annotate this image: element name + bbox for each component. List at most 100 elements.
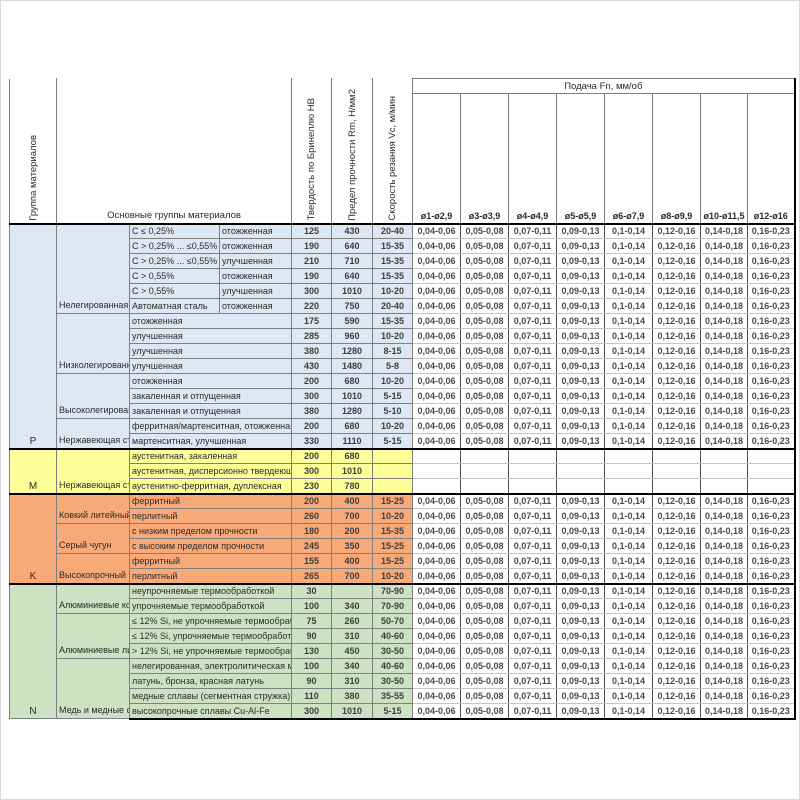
- feed-cell: 0,07-0,11: [508, 403, 558, 419]
- strength-cell: 1280: [331, 403, 374, 419]
- cutting-speed-cell: 50-70: [372, 613, 414, 629]
- feed-cell: 0,07-0,11: [508, 328, 558, 344]
- feed-cell: [508, 478, 558, 494]
- group-letter-cell: M: [9, 447, 57, 494]
- feed-cell: 0,05-0,08: [460, 703, 510, 720]
- strength-cell: 350: [331, 538, 374, 554]
- feed-cell: 0,04-0,06: [412, 673, 462, 689]
- feed-cell: 0,07-0,11: [508, 643, 558, 659]
- feed-cell: 0,09-0,13: [556, 388, 606, 404]
- feed-cell: 0,16-0,23: [747, 403, 796, 419]
- feed-cell: 0,04-0,06: [412, 253, 462, 269]
- material-row: Высоколегированная стальотожженная200680…: [10, 373, 796, 419]
- feed-cell: 0,05-0,08: [460, 253, 510, 269]
- feed-cell: 0,09-0,13: [556, 643, 606, 659]
- material-subgroup-cell: Высоколегированная сталь: [56, 373, 130, 419]
- feed-cell: 0,04-0,06: [412, 568, 462, 584]
- feed-cell: 0,09-0,13: [556, 358, 606, 374]
- feed-cell: 0,05-0,08: [460, 492, 510, 509]
- cutting-speed-cell: 30-50: [372, 643, 414, 659]
- material-row: мартенситная, улучшенная 330 1110 5-15 0,04-…: [10, 433, 796, 449]
- material-row: улучшенная 380 1280 8-15 0,04-0,06 0,05-0,08 0…: [10, 343, 796, 359]
- feed-cell: [412, 463, 462, 479]
- strength-cell: 710: [331, 253, 374, 269]
- feed-cell: 0,12-0,16: [652, 238, 702, 254]
- cutting-speed-cell: 30-50: [372, 673, 414, 689]
- feed-cell: 0,09-0,13: [556, 508, 606, 524]
- material-row: Высокопрочный чугунферритный15540015-250…: [10, 553, 796, 584]
- feed-cell: 0,12-0,16: [652, 568, 702, 584]
- material-row: улучшенная 430 1480 5-8 0,04-0,06 0,05-0,08 0,…: [10, 358, 796, 374]
- feed-cell: [604, 478, 654, 494]
- feed-cell: 0,09-0,13: [556, 553, 606, 569]
- feed-cell: 0,05-0,08: [460, 508, 510, 524]
- strength-cell: 680: [331, 418, 374, 434]
- feed-cell: 0,12-0,16: [652, 658, 702, 674]
- feed-cell: 0,12-0,16: [652, 688, 702, 704]
- feed-cell: [556, 447, 606, 464]
- material-row: Низколегированная стальотожженная1755901…: [10, 313, 796, 374]
- cutting-speed-cell: 70-90: [372, 598, 414, 614]
- feed-cell: 0,1-0,14: [604, 568, 654, 584]
- feed-cell: 0,04-0,06: [412, 582, 462, 599]
- hardness-cell: 380: [291, 403, 333, 419]
- cutting-speed-cell: 10-20: [372, 328, 414, 344]
- feed-cell: 0,14-0,18: [700, 688, 749, 704]
- feed-cell: 0,14-0,18: [700, 598, 749, 614]
- strength-cell: 200: [331, 523, 374, 539]
- feed-cell: 0,12-0,16: [652, 433, 702, 449]
- material-name-cell: C > 0,25% ... ≤0,55%: [129, 238, 220, 254]
- feed-cell: 0,07-0,11: [508, 253, 558, 269]
- hardness-cell: 90: [291, 673, 333, 689]
- feed-cell: 0,1-0,14: [604, 703, 654, 720]
- feed-cell: 0,09-0,13: [556, 568, 606, 584]
- feed-cell: 0,05-0,08: [460, 373, 510, 389]
- feed-cell: 0,04-0,06: [412, 492, 462, 509]
- cutting-speed-cell: 5-15: [372, 703, 414, 720]
- feed-cell: 0,1-0,14: [604, 373, 654, 389]
- feed-cell: 0,05-0,08: [460, 658, 510, 674]
- feed-cell: 0,04-0,06: [412, 628, 462, 644]
- feed-cell: 0,09-0,13: [556, 268, 606, 284]
- material-name-cell: с низким пределом прочности: [128, 523, 293, 539]
- feed-cell: 0,07-0,11: [508, 298, 558, 314]
- feed-cell: 0,1-0,14: [604, 313, 654, 329]
- cutting-speed-cell: 40-60: [372, 658, 414, 674]
- feed-cell: 0,1-0,14: [604, 658, 654, 674]
- feed-cell: 0,12-0,16: [652, 253, 702, 269]
- feed-cell: 0,14-0,18: [700, 568, 749, 584]
- cutting-speed-cell: 10-20: [372, 283, 414, 299]
- strength-cell: 400: [331, 492, 374, 509]
- material-row: Медь и медные сплавынелегированная, элек…: [10, 658, 796, 719]
- feed-cell: 0,05-0,08: [460, 222, 510, 239]
- feed-cell: 0,12-0,16: [652, 643, 702, 659]
- material-row: перлитный 265 700 10-20 0,04-0,06 0,05-0,08 0,…: [10, 568, 796, 584]
- feed-cell: 0,05-0,08: [460, 313, 510, 329]
- feed-cell: 0,16-0,23: [747, 703, 796, 720]
- feed-cell: 0,07-0,11: [508, 358, 558, 374]
- feed-cell: 0,14-0,18: [700, 553, 749, 569]
- feed-cell: 0,05-0,08: [460, 538, 510, 554]
- feed-cell: 0,16-0,23: [747, 418, 796, 434]
- treatment-state-cell: отожженная: [218, 238, 293, 254]
- cutting-speed-col-header-label: Скорость резания Vc, м/мин: [387, 95, 399, 221]
- feed-cell: 0,05-0,08: [460, 673, 510, 689]
- treatment-state-cell: отожженная: [218, 298, 293, 314]
- hardness-cell: 130: [291, 643, 333, 659]
- cutting-speed-cell: 10-20: [372, 373, 414, 389]
- diameter-header: ø1-ø2,9: [412, 93, 462, 224]
- group-letter-cell: P: [9, 222, 57, 449]
- feed-cell: 0,09-0,13: [556, 343, 606, 359]
- material-name-cell: > 12% Si, не упрочняемые термообработкой: [128, 643, 293, 659]
- cutting-speed-cell: 20-40: [372, 222, 414, 239]
- feed-cell: 0,16-0,23: [747, 582, 796, 599]
- feed-cell: 0,14-0,18: [700, 313, 749, 329]
- feed-cell: 0,14-0,18: [700, 298, 749, 314]
- feed-cell: 0,1-0,14: [604, 343, 654, 359]
- hardness-cell: 200: [291, 492, 333, 509]
- hardness-cell: 380: [291, 343, 333, 359]
- strength-cell: 590: [331, 313, 374, 329]
- strength-cell: 260: [331, 613, 374, 629]
- hardness-cell: 330: [291, 433, 333, 449]
